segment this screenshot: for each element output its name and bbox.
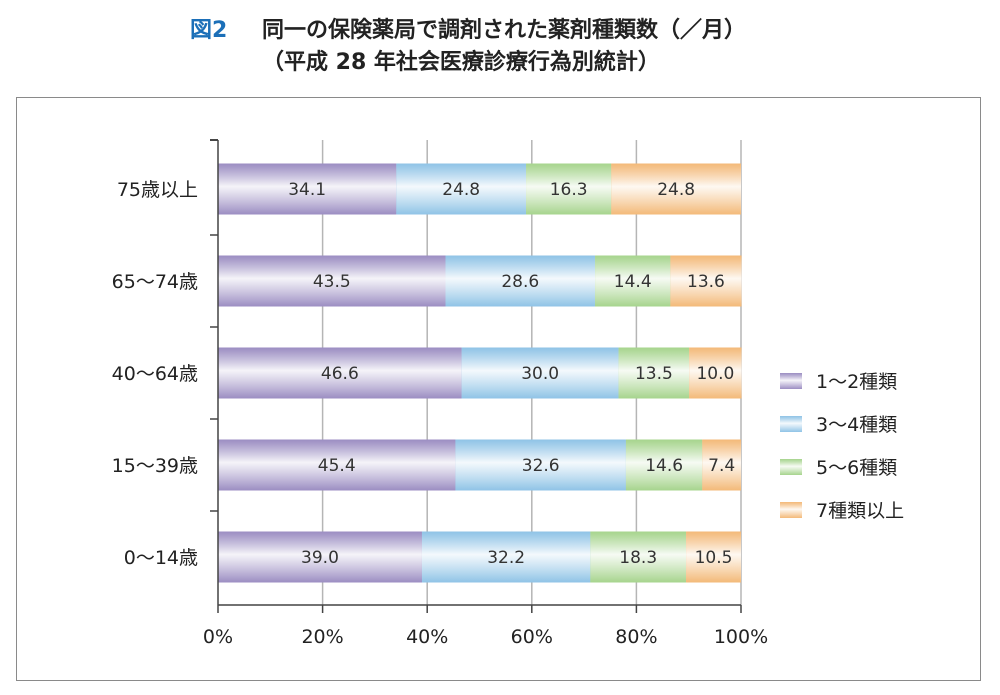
legend-swatch-sheen bbox=[780, 459, 802, 475]
data-label: 14.4 bbox=[614, 272, 652, 292]
legend-label: 1〜2種類 bbox=[816, 371, 897, 393]
chart-title: 同一の保険薬局で調剤された薬剤種類数（／月） bbox=[262, 18, 747, 43]
data-label: 7.4 bbox=[708, 456, 735, 476]
bar-segment-sheen bbox=[526, 163, 612, 215]
figure-label: 図2 bbox=[190, 18, 228, 43]
bar-segment-sheen bbox=[218, 163, 397, 215]
data-label: 34.1 bbox=[288, 180, 326, 200]
data-label: 24.8 bbox=[442, 180, 480, 200]
bar-segment-sheen bbox=[396, 163, 527, 215]
legend-swatch-sheen bbox=[780, 416, 802, 432]
data-label: 13.5 bbox=[635, 364, 673, 384]
x-tick-label: 20% bbox=[301, 626, 343, 648]
figure-title: 図2 同一の保険薬局で調剤された薬剤種類数（／月） （平成 28 年社会医療診療… bbox=[0, 4, 1000, 84]
bar-segment-sheen bbox=[218, 439, 456, 491]
data-label: 16.3 bbox=[550, 180, 588, 200]
bar-segment-sheen bbox=[421, 531, 591, 583]
bar-segment-sheen bbox=[218, 255, 446, 307]
legend-swatch-sheen bbox=[780, 502, 802, 518]
data-label: 10.0 bbox=[696, 364, 734, 384]
bar-segment-sheen bbox=[625, 439, 703, 491]
data-label: 43.5 bbox=[313, 272, 351, 292]
bar-segment-sheen bbox=[455, 439, 626, 491]
legend-swatch-sheen bbox=[780, 373, 802, 389]
bar-segment-sheen bbox=[218, 347, 462, 399]
x-tick-label: 80% bbox=[615, 626, 657, 648]
category-label: 40〜64歳 bbox=[112, 363, 198, 385]
bar-segment-sheen bbox=[461, 347, 619, 399]
chart-subtitle: （平成 28 年社会医療診療行為別統計） bbox=[262, 50, 660, 75]
bar-segment-sheen bbox=[590, 531, 687, 583]
data-label: 30.0 bbox=[521, 364, 559, 384]
legend-label: 3〜4種類 bbox=[816, 414, 897, 436]
x-tick-label: 40% bbox=[406, 626, 448, 648]
bar-segment-sheen bbox=[595, 255, 671, 307]
data-label: 28.6 bbox=[501, 272, 539, 292]
bar-segment-sheen bbox=[686, 531, 741, 583]
bar-segment-sheen bbox=[611, 163, 741, 215]
data-label: 46.6 bbox=[321, 364, 359, 384]
category-label: 15〜39歳 bbox=[112, 455, 198, 477]
chart-frame bbox=[16, 97, 981, 681]
category-label: 75歳以上 bbox=[117, 179, 198, 201]
bar-segment-sheen bbox=[445, 255, 596, 307]
category-label: 65〜74歳 bbox=[112, 271, 198, 293]
category-label: 0〜14歳 bbox=[124, 547, 198, 569]
bar-segment-sheen bbox=[702, 439, 741, 491]
x-tick-label: 0% bbox=[203, 626, 233, 648]
legend-label: 7種類以上 bbox=[816, 500, 904, 522]
x-tick-label: 100% bbox=[714, 626, 768, 648]
data-label: 10.5 bbox=[695, 548, 733, 568]
data-label: 45.4 bbox=[318, 456, 356, 476]
bar-segment-sheen bbox=[670, 255, 742, 307]
data-label: 14.6 bbox=[645, 456, 683, 476]
bar-segment-sheen bbox=[618, 347, 690, 399]
data-label: 32.2 bbox=[487, 548, 525, 568]
x-tick-label: 60% bbox=[511, 626, 553, 648]
data-label: 32.6 bbox=[522, 456, 560, 476]
data-label: 39.0 bbox=[301, 548, 339, 568]
legend-label: 5〜6種類 bbox=[816, 457, 897, 479]
data-label: 24.8 bbox=[657, 180, 695, 200]
bar-segment-sheen bbox=[689, 347, 742, 399]
data-label: 18.3 bbox=[619, 548, 657, 568]
data-label: 13.6 bbox=[687, 272, 725, 292]
bar-segment-sheen bbox=[218, 531, 422, 583]
